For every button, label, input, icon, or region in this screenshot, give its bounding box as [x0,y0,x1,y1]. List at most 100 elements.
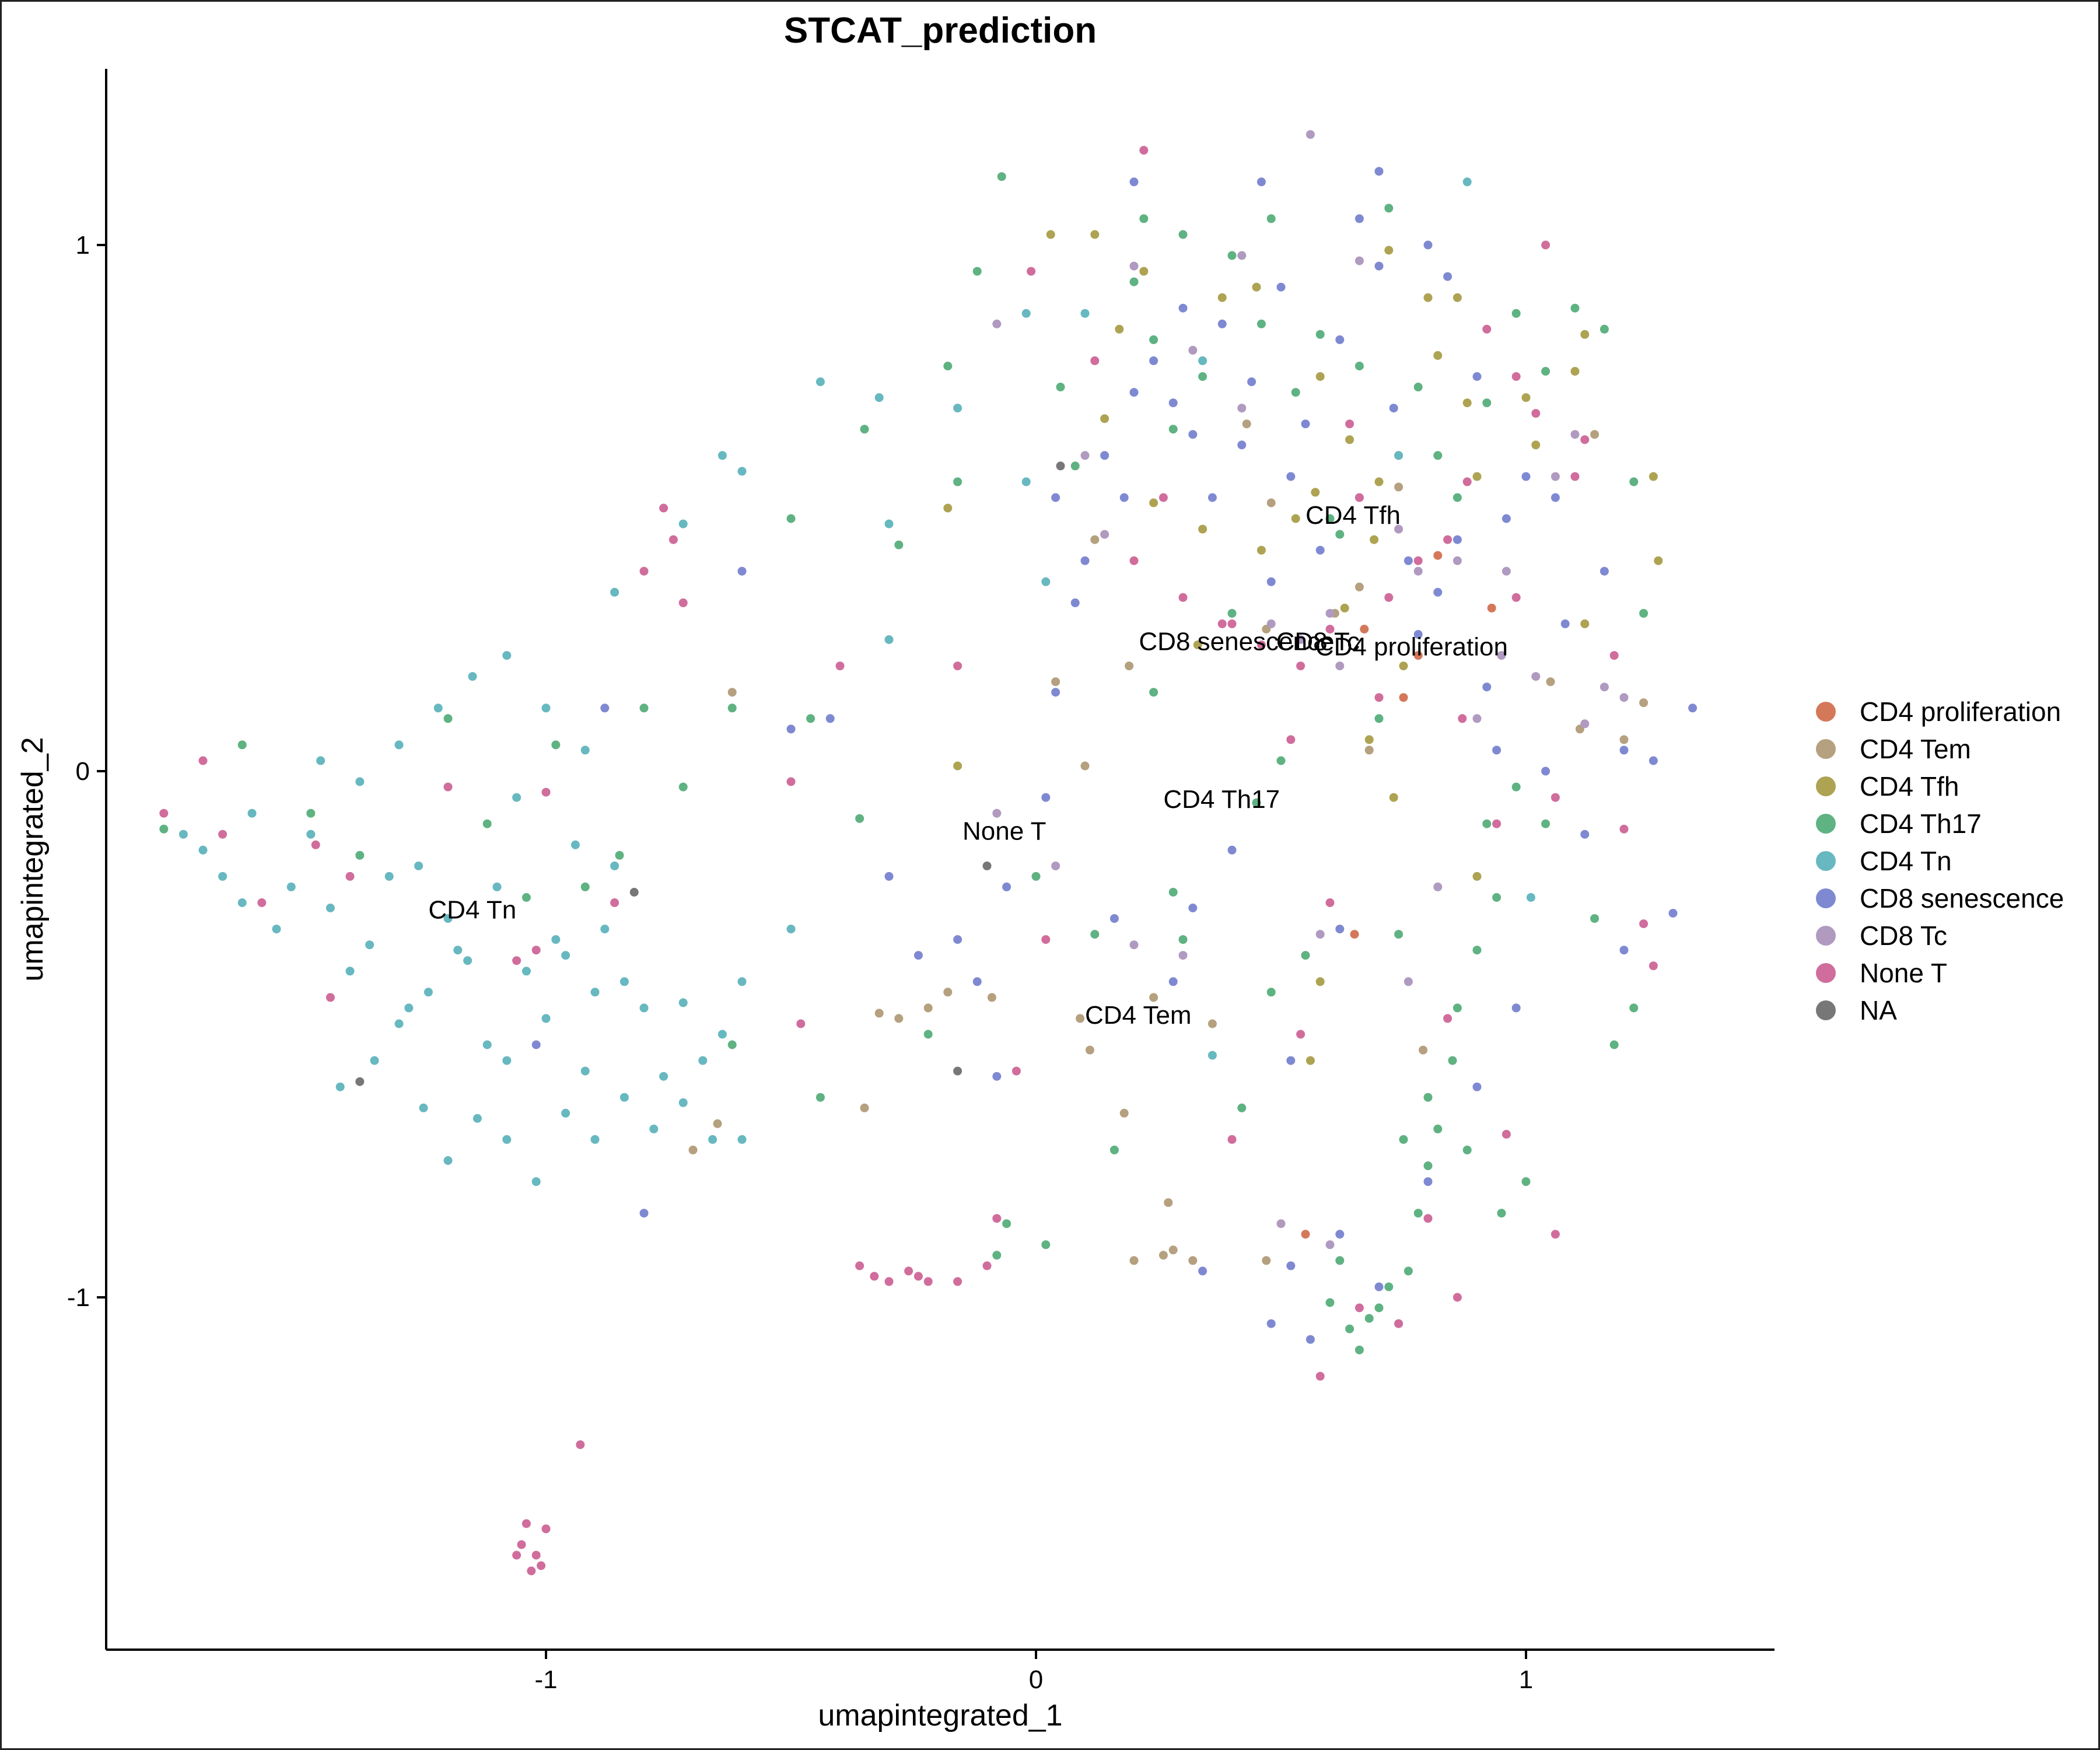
data-point [1315,1371,1325,1381]
data-point [1433,551,1443,560]
data-point [1168,888,1178,897]
data-point [1301,419,1310,429]
data-point [1129,388,1139,397]
data-point [982,861,992,870]
data-point [1541,766,1550,776]
data-point [1550,493,1560,502]
data-point [1286,1056,1296,1065]
data-point [1217,619,1227,628]
data-point [1394,1319,1404,1328]
data-point [1590,914,1600,923]
data-point [1374,1282,1384,1292]
data-point [1119,1108,1129,1118]
data-point [825,714,835,723]
data-point [1325,625,1335,634]
data-point [1217,319,1227,328]
data-point [1452,556,1462,565]
data-point [923,1003,933,1013]
data-point [517,1540,526,1549]
data-point [1110,914,1119,923]
data-point [1370,535,1379,544]
data-point [835,662,845,671]
data-point [1090,930,1100,939]
data-point [1443,535,1452,544]
data-point [1570,303,1580,313]
data-point [473,1114,482,1123]
data-point [1423,1177,1433,1186]
data-point [786,514,796,523]
data-point [1158,493,1168,502]
cluster-label: CD4 Th17 [1163,785,1280,814]
data-point [311,840,320,849]
data-point [1335,530,1345,539]
data-point [1433,587,1443,597]
data-point [894,1014,904,1023]
data-point [1208,1051,1217,1060]
series-cd4-proliferation [1301,551,1496,1239]
data-point [884,635,894,644]
data-point [1570,430,1580,439]
data-point [1080,309,1090,318]
data-point [1433,351,1443,360]
data-point [1056,461,1065,471]
data-point [992,1072,1002,1081]
data-point [1227,1135,1237,1144]
data-point [1276,756,1286,765]
data-point [737,1135,747,1144]
data-point [620,977,629,986]
data-point [1433,882,1443,891]
data-point [1600,682,1609,692]
data-point [1090,356,1100,365]
data-point [943,362,953,370]
data-point [1374,714,1384,723]
data-point [1482,682,1492,692]
data-point [1178,303,1188,313]
data-point [1648,961,1658,971]
data-point [424,988,433,997]
series-cd8-tc [992,130,1629,1250]
data-point [1188,430,1198,439]
data-point [1256,640,1266,649]
data-point [551,935,561,944]
data-point [639,1209,649,1218]
data-point [688,1145,698,1154]
data-point [953,404,963,413]
data-point [1129,556,1139,565]
data-point [1041,1240,1051,1250]
data-point [1129,277,1139,286]
data-point [1237,251,1247,260]
data-point [286,882,296,891]
data-point [1252,798,1261,807]
data-point [1110,1145,1119,1154]
data-point [482,1040,492,1049]
data-point [1619,746,1629,755]
data-point [1526,893,1535,902]
data-point [1472,946,1482,955]
data-point [1648,756,1658,765]
data-point [1511,593,1521,602]
data-point [512,1550,522,1560]
data-point [1266,988,1276,997]
data-point [1472,1082,1482,1091]
data-point [463,956,473,965]
data-point [1354,493,1364,502]
data-point [1139,267,1149,276]
data-point [1076,1014,1085,1023]
data-point [178,830,188,839]
data-point [1374,167,1384,176]
data-point [370,1056,379,1065]
data-point [1462,398,1472,408]
data-point [1046,230,1055,239]
data-point [1654,556,1663,565]
data-point [1149,335,1158,344]
data-point [1198,1266,1208,1276]
data-point [1619,693,1629,702]
data-point [1364,735,1374,744]
data-point [1256,177,1266,187]
data-point [1276,282,1286,292]
data-point [1688,704,1698,713]
data-point [590,1135,600,1144]
data-point [541,1014,551,1023]
data-point [874,393,884,402]
